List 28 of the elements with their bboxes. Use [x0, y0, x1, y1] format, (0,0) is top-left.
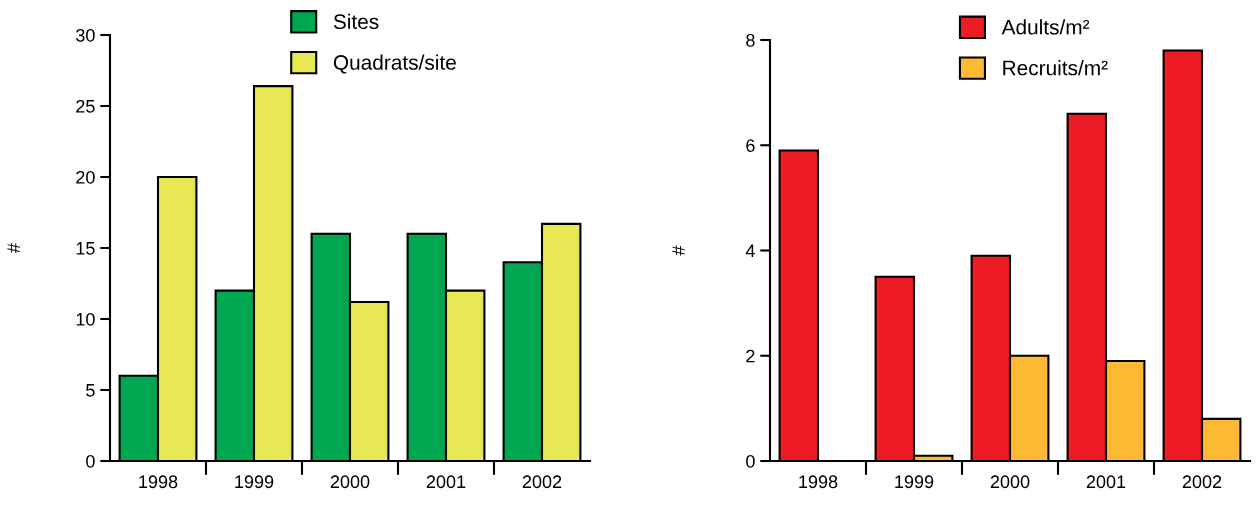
legend-label: Quadrats/site: [333, 54, 456, 74]
y-tick-label: 10: [76, 312, 95, 326]
y-tick-label: 4: [745, 244, 755, 258]
x-tick-label: 2002: [1182, 475, 1222, 489]
x-tick-label: 1999: [235, 475, 274, 489]
y-tick-label: 25: [76, 99, 95, 113]
y-tick-label: 0: [86, 454, 95, 468]
x-tick-label: 2000: [990, 475, 1030, 489]
legend-label: Recruits/m²: [1003, 60, 1108, 76]
x-tick-label: 1999: [895, 475, 934, 489]
x-tick-label: 2000: [330, 475, 370, 489]
x-tick-label: 2002: [522, 475, 562, 489]
x-tick-label: 2001: [426, 475, 466, 489]
x-tick-label: 1998: [139, 475, 178, 489]
legend-label: Sites: [333, 13, 379, 30]
y-tick-label: 6: [746, 139, 755, 152]
y-tick-label: 0: [746, 454, 755, 468]
legend-label: Adults/m²: [1001, 19, 1090, 35]
y-tick-label: 30: [76, 28, 95, 42]
x-tick-label: 2001: [1086, 475, 1126, 489]
y-tick-label: 8: [746, 33, 755, 47]
x-tick-label: 1998: [799, 475, 838, 489]
y-tick-label: 5: [86, 384, 95, 397]
y-tick-label: 15: [76, 242, 95, 255]
y-tick-label: 20: [76, 170, 95, 184]
y-axis-title: #: [672, 245, 685, 256]
y-tick-label: 2: [746, 349, 755, 363]
y-axis-title: #: [7, 243, 20, 253]
